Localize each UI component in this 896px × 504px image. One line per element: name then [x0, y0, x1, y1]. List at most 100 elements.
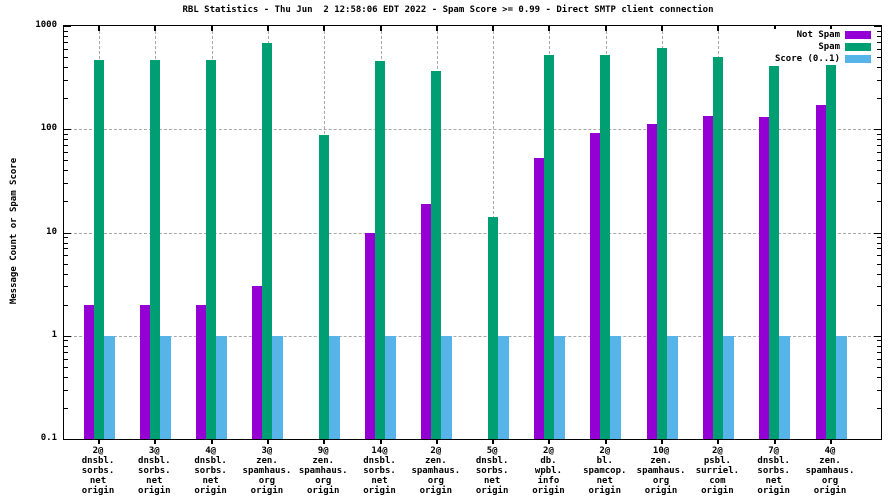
bar-spam	[769, 65, 780, 439]
y-tick	[877, 340, 881, 342]
y-tick	[64, 67, 68, 69]
bar-not-spam	[702, 115, 713, 439]
y-tick	[877, 242, 881, 244]
y-tick-label: 1000	[35, 20, 57, 30]
y-tick	[64, 304, 68, 306]
bar-spam	[431, 70, 442, 439]
bar-score	[779, 336, 791, 439]
x-tick	[435, 440, 438, 444]
y-tick	[64, 232, 71, 234]
bar-spam	[206, 59, 217, 439]
y-tick	[64, 129, 71, 131]
y-tick	[64, 133, 68, 135]
legend-swatch	[845, 43, 871, 51]
bar-score	[666, 336, 678, 439]
x-tick	[492, 26, 495, 31]
y-tick	[64, 389, 68, 391]
y-tick	[877, 67, 881, 69]
bar-spam	[487, 217, 498, 439]
bar-spam	[149, 59, 160, 439]
y-tick	[874, 26, 881, 27]
x-tick	[154, 440, 157, 444]
x-tick	[830, 26, 832, 31]
y-tick	[877, 366, 881, 368]
bar-score	[385, 336, 397, 439]
x-tick	[661, 440, 664, 444]
legend-label: Not Spam	[796, 30, 840, 40]
bar-not-spam	[252, 286, 263, 439]
y-tick	[877, 358, 881, 360]
y-tick	[877, 152, 881, 154]
y-tick	[64, 286, 68, 288]
y-tick	[877, 48, 881, 50]
y-tick	[877, 79, 881, 81]
legend-label: Spam	[818, 42, 840, 52]
bar-not-spam	[421, 203, 432, 439]
bar-not-spam	[83, 304, 94, 439]
y-tick	[64, 248, 68, 250]
legend-swatch	[845, 55, 871, 63]
x-tick	[379, 440, 382, 444]
x-tick	[98, 26, 100, 31]
bar-not-spam	[646, 123, 657, 439]
y-tick	[64, 439, 71, 440]
y-tick	[877, 248, 881, 250]
bar-score	[159, 336, 171, 439]
x-category-label: 2@ zen. spamhaus. org origin	[411, 446, 461, 496]
y-tick-label: 100	[40, 123, 57, 134]
bar-score	[497, 336, 509, 439]
y-tick	[874, 439, 881, 440]
y-tick	[64, 351, 68, 353]
y-tick	[64, 242, 68, 244]
x-category-label: 2@ bl. spamcop. net origin	[583, 446, 627, 496]
bar-score	[835, 336, 847, 439]
y-tick	[877, 389, 881, 391]
h-gridline	[64, 335, 881, 337]
bar-score	[216, 336, 228, 439]
x-tick	[266, 26, 269, 31]
y-tick	[877, 133, 881, 135]
y-tick	[64, 36, 68, 37]
x-tick	[266, 440, 269, 444]
y-tick	[64, 255, 68, 257]
x-tick	[717, 440, 720, 444]
y-tick	[877, 345, 881, 347]
bar-not-spam	[365, 232, 376, 439]
h-gridline	[64, 129, 881, 131]
y-tick	[877, 273, 881, 275]
legend-entry: Spam	[775, 41, 871, 53]
bar-spam	[543, 55, 554, 439]
x-category-label: 4@ dnsbl. sorbs. net origin	[194, 446, 227, 496]
bar-spam	[656, 48, 667, 439]
x-category-label: 3@ zen. spamhaus. org origin	[242, 446, 292, 496]
x-tick	[661, 26, 664, 31]
bar-not-spam	[139, 304, 150, 439]
y-tick	[64, 57, 68, 59]
y-tick	[877, 183, 881, 185]
x-tick	[773, 26, 776, 31]
y-tick	[64, 30, 68, 32]
x-category-label: 2@ dnsbl. sorbs. net origin	[81, 446, 115, 496]
y-tick	[877, 407, 881, 409]
y-tick	[874, 335, 881, 337]
bar-not-spam	[759, 117, 770, 439]
legend: Not Spam Spam Score (0..1)	[770, 29, 871, 65]
bar-spam	[262, 42, 273, 439]
y-tick	[64, 160, 68, 162]
y-tick	[877, 237, 881, 239]
y-tick	[877, 376, 881, 378]
bar-spam	[600, 55, 611, 439]
y-tick	[64, 340, 68, 342]
y-tick	[877, 255, 881, 257]
y-tick	[64, 26, 71, 27]
y-tick	[877, 160, 881, 162]
y-tick	[877, 201, 881, 203]
y-tick	[64, 376, 68, 378]
x-tick	[435, 26, 438, 31]
chart-title: RBL Statistics - Thu Jun 2 12:58:06 EDT …	[182, 5, 714, 15]
x-tick	[154, 26, 157, 31]
x-tick	[492, 440, 495, 444]
y-tick	[877, 139, 881, 141]
bar-score	[610, 336, 622, 439]
